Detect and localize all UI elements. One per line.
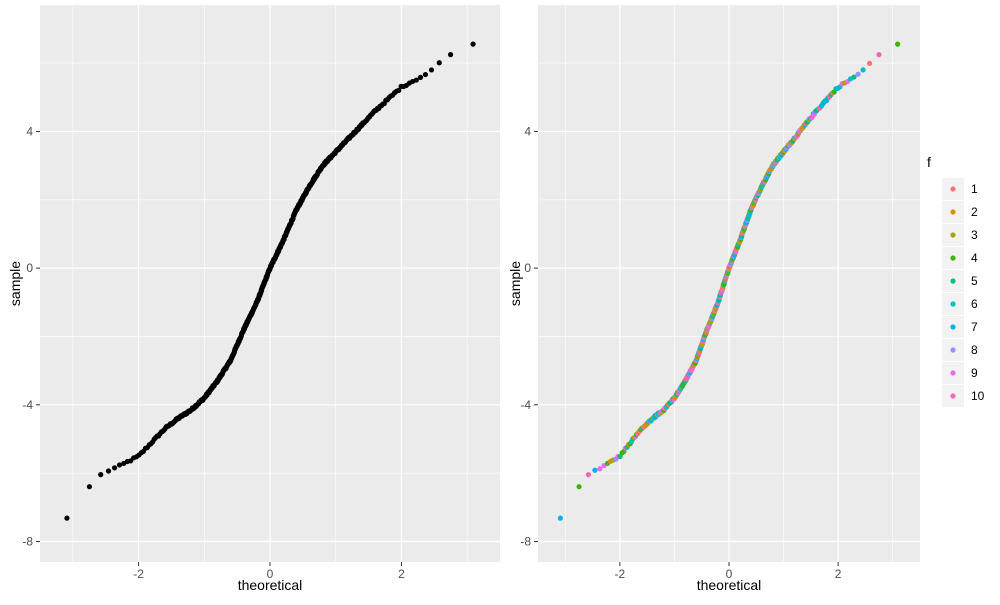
qq-point: [876, 52, 882, 58]
qq-point: [396, 87, 402, 93]
qq-point: [447, 52, 454, 58]
qq-point: [428, 67, 435, 73]
qq-point: [860, 67, 866, 73]
qq-point: [413, 77, 419, 83]
legend-label: 4: [971, 251, 978, 265]
qq-point: [585, 472, 592, 478]
qq-point: [86, 484, 93, 490]
legend-label: 10: [971, 389, 985, 403]
y-tick-label: 0: [26, 261, 33, 275]
legend-swatch: [950, 324, 956, 330]
qq-point: [64, 515, 70, 521]
x-axis-title: theoretical: [238, 577, 303, 593]
y-axis-title: sample: [507, 261, 523, 306]
legend-label: 8: [971, 343, 978, 357]
y-tick-label: 0: [524, 261, 531, 275]
x-tick-label: 2: [835, 567, 842, 581]
qq-point: [111, 465, 118, 471]
legend-swatch: [950, 278, 956, 284]
y-tick-label: -4: [520, 398, 531, 412]
legend-swatch: [950, 347, 956, 353]
x-axis-title: theoretical: [697, 577, 762, 593]
legend-swatch: [950, 232, 956, 238]
legend-label: 5: [971, 274, 978, 288]
legend-label: 1: [971, 182, 978, 196]
legend-swatch: [950, 186, 956, 192]
x-tick-label: 0: [726, 567, 733, 581]
qq-point: [597, 466, 603, 472]
legend-swatch: [950, 301, 956, 307]
legend-label: 9: [971, 366, 978, 380]
y-tick-label: -8: [520, 534, 531, 548]
legend-swatch: [950, 370, 956, 376]
qq-point: [436, 60, 442, 66]
qq-point: [105, 468, 112, 474]
y-tick-label: -8: [22, 534, 33, 548]
left-qq-panel: -2 0 2 -8 -4 0 4 theoretical sample: [7, 5, 500, 593]
x-tick-label: 0: [267, 567, 274, 581]
x-tick-label: 2: [398, 567, 405, 581]
y-tick-label: 4: [524, 124, 531, 138]
qq-point: [557, 515, 563, 521]
qq-point: [422, 71, 429, 78]
qq-point: [866, 60, 873, 66]
qq-point: [417, 74, 424, 80]
legend-title: f: [927, 154, 931, 170]
qq-point: [592, 467, 598, 473]
legend-swatch: [950, 255, 956, 261]
y-axis-title: sample: [7, 261, 23, 306]
legend-label: 6: [971, 297, 978, 311]
x-tick-label: -2: [615, 567, 626, 581]
legend-label: 3: [971, 228, 978, 242]
qq-point: [98, 472, 104, 478]
y-tick-label: -4: [22, 398, 33, 412]
legend: f 1 2 3 4 5 6 7 8 9 10: [927, 154, 985, 407]
legend-swatch: [950, 209, 956, 215]
legend-label: 2: [971, 205, 978, 219]
qq-point: [470, 41, 476, 47]
y-tick-label: 4: [26, 124, 33, 138]
qq-point: [116, 462, 123, 468]
qq-point: [851, 74, 857, 80]
x-tick-label: -2: [133, 567, 144, 581]
qq-point: [576, 484, 582, 490]
qq-point: [895, 41, 901, 47]
right-qq-panel: -2 0 2 -8 -4 0 4 theoretical sample: [507, 5, 920, 593]
qq-point: [855, 71, 861, 77]
legend-label: 7: [971, 320, 978, 334]
legend-swatch: [950, 393, 956, 399]
